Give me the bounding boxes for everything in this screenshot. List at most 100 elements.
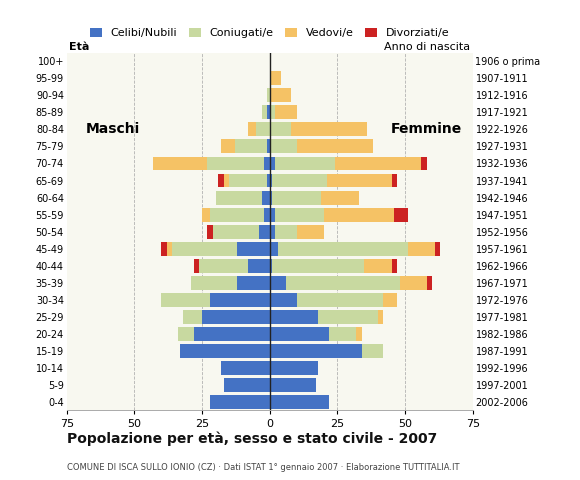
Bar — [270, 293, 297, 307]
Bar — [270, 156, 275, 170]
Legend: Celibi/Nubili, Coniugati/e, Vedovi/e, Divorziati/e: Celibi/Nubili, Coniugati/e, Vedovi/e, Di… — [90, 28, 450, 38]
Text: Anno di nascita: Anno di nascita — [384, 42, 470, 52]
Bar — [210, 207, 264, 222]
Bar — [267, 106, 270, 120]
Bar — [321, 191, 359, 204]
Bar — [237, 276, 270, 289]
Bar — [392, 174, 397, 188]
Bar — [275, 106, 297, 120]
Bar — [278, 241, 408, 256]
Bar — [248, 122, 256, 136]
Bar — [194, 327, 270, 341]
Bar — [273, 174, 327, 188]
Bar — [208, 156, 264, 170]
Bar — [177, 327, 194, 341]
Bar — [275, 207, 324, 222]
Text: Popolazione per età, sesso e stato civile - 2007: Popolazione per età, sesso e stato civil… — [67, 432, 437, 446]
Bar — [202, 207, 210, 222]
Bar — [356, 327, 362, 341]
Bar — [270, 310, 318, 324]
Bar — [324, 207, 394, 222]
Bar — [297, 225, 324, 239]
Bar — [191, 276, 237, 289]
Bar — [237, 241, 270, 256]
Bar — [275, 225, 297, 239]
Bar — [213, 225, 259, 239]
Bar — [267, 140, 270, 154]
Bar — [329, 327, 356, 341]
Bar — [270, 88, 291, 102]
Bar — [270, 72, 281, 85]
Bar — [335, 156, 421, 170]
Bar — [364, 259, 392, 273]
Bar — [270, 344, 362, 358]
Bar — [248, 259, 270, 273]
Bar — [270, 241, 278, 256]
Bar — [270, 361, 318, 375]
Bar — [216, 191, 262, 204]
Bar — [270, 174, 273, 188]
Bar — [221, 361, 270, 375]
Text: COMUNE DI ISCA SULLO IONIO (CZ) · Dati ISTAT 1° gennaio 2007 · Elaborazione TUTT: COMUNE DI ISCA SULLO IONIO (CZ) · Dati I… — [67, 463, 459, 472]
Bar — [183, 310, 202, 324]
Bar — [264, 156, 270, 170]
Bar — [378, 310, 383, 324]
Bar — [270, 378, 316, 392]
Bar — [270, 191, 273, 204]
Bar — [275, 156, 335, 170]
Bar — [262, 106, 267, 120]
Bar — [270, 259, 273, 273]
Bar — [270, 122, 291, 136]
Text: Femmine: Femmine — [391, 122, 462, 136]
Bar — [172, 241, 237, 256]
Text: Maschi: Maschi — [86, 122, 140, 136]
Bar — [383, 293, 397, 307]
Bar — [224, 378, 270, 392]
Bar — [291, 122, 367, 136]
Bar — [264, 207, 270, 222]
Bar — [270, 276, 286, 289]
Bar — [259, 225, 270, 239]
Bar — [273, 191, 321, 204]
Bar — [256, 122, 270, 136]
Bar — [327, 174, 392, 188]
Bar — [270, 207, 275, 222]
Bar — [200, 259, 248, 273]
Bar — [210, 293, 270, 307]
Bar — [194, 259, 200, 273]
Bar — [210, 395, 270, 409]
Bar — [153, 156, 208, 170]
Bar — [318, 310, 378, 324]
Bar — [234, 140, 267, 154]
Bar — [224, 174, 229, 188]
Bar — [392, 259, 397, 273]
Bar — [229, 174, 267, 188]
Bar — [180, 344, 270, 358]
Bar — [161, 293, 210, 307]
Bar — [297, 293, 383, 307]
Bar — [427, 276, 432, 289]
Bar — [421, 156, 427, 170]
Bar — [435, 241, 440, 256]
Bar — [218, 174, 224, 188]
Bar — [270, 106, 275, 120]
Bar — [362, 344, 383, 358]
Bar — [202, 310, 270, 324]
Bar — [394, 207, 408, 222]
Bar — [270, 327, 329, 341]
Bar — [267, 88, 270, 102]
Bar — [286, 276, 400, 289]
Bar — [267, 174, 270, 188]
Bar — [167, 241, 172, 256]
Bar — [270, 140, 297, 154]
Bar — [161, 241, 167, 256]
Bar — [273, 259, 364, 273]
Bar — [400, 276, 427, 289]
Text: Età: Età — [70, 42, 90, 52]
Bar — [208, 225, 213, 239]
Bar — [270, 225, 275, 239]
Bar — [408, 241, 435, 256]
Bar — [270, 395, 329, 409]
Bar — [297, 140, 372, 154]
Bar — [262, 191, 270, 204]
